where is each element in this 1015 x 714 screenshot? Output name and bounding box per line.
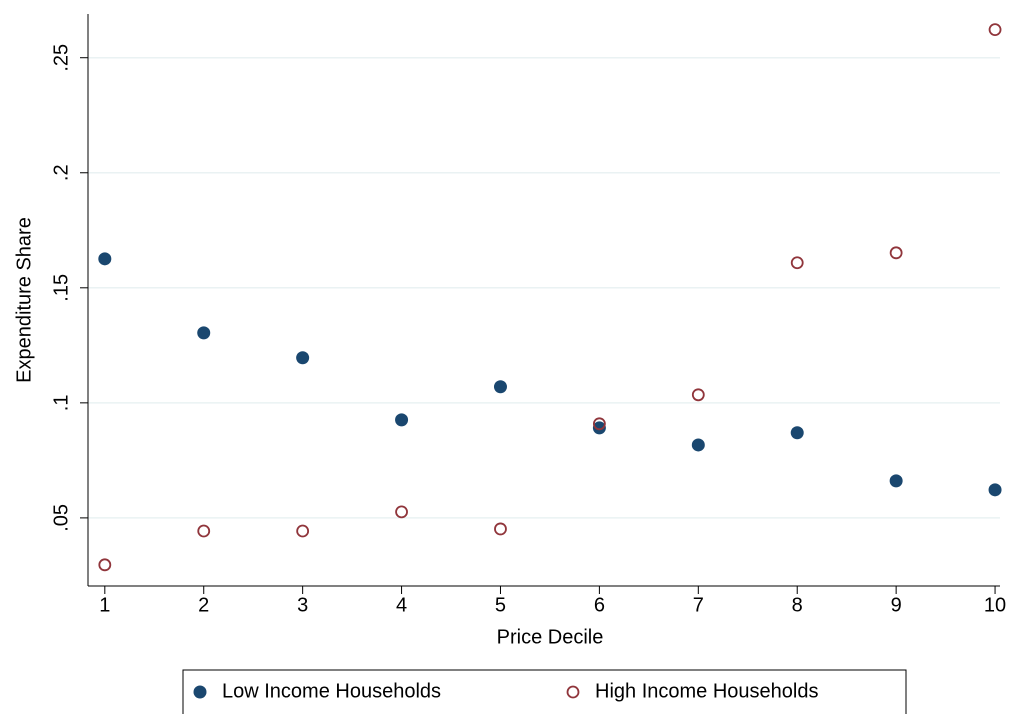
x-tick-label: 9	[891, 594, 902, 616]
point	[98, 558, 112, 572]
x-axis-label: Price Decile	[497, 626, 604, 648]
point	[296, 524, 310, 538]
point	[493, 380, 507, 394]
y-tick-label: .25	[50, 44, 72, 72]
point	[395, 505, 408, 519]
y-tick-label: .05	[50, 504, 72, 532]
point	[395, 413, 409, 427]
x-tick-label: 3	[297, 594, 308, 616]
point	[197, 326, 211, 340]
point	[691, 388, 705, 402]
y-tick-label: .1	[50, 395, 72, 412]
x-tick-label: 7	[693, 594, 704, 616]
y-axis-label: Expenditure Share	[13, 217, 35, 383]
legend-label: High Income Households	[595, 680, 818, 702]
point	[790, 256, 804, 270]
x-tick-label: 4	[396, 594, 407, 616]
legend-marker	[193, 685, 207, 699]
point	[691, 438, 705, 452]
point	[592, 417, 606, 431]
x-tick-label: 8	[792, 594, 803, 616]
point	[197, 524, 211, 538]
legend-box	[182, 669, 907, 714]
x-tick-label: 5	[495, 594, 506, 616]
x-tick-label: 6	[594, 594, 605, 616]
x-tick-label: 10	[984, 594, 1006, 616]
point	[592, 421, 606, 435]
legend-marker	[566, 685, 580, 699]
point	[494, 522, 507, 536]
point	[98, 252, 112, 266]
x-tick-label: 2	[198, 594, 209, 616]
point	[889, 246, 903, 260]
x-tick-label: 1	[99, 594, 110, 616]
legend-label: Low Income Households	[222, 680, 441, 702]
point	[988, 483, 1002, 497]
y-tick-label: .15	[50, 274, 72, 302]
point	[790, 426, 804, 440]
point	[296, 351, 310, 365]
point	[889, 474, 903, 488]
point	[988, 23, 1002, 37]
y-tick-label: .2	[50, 164, 72, 181]
